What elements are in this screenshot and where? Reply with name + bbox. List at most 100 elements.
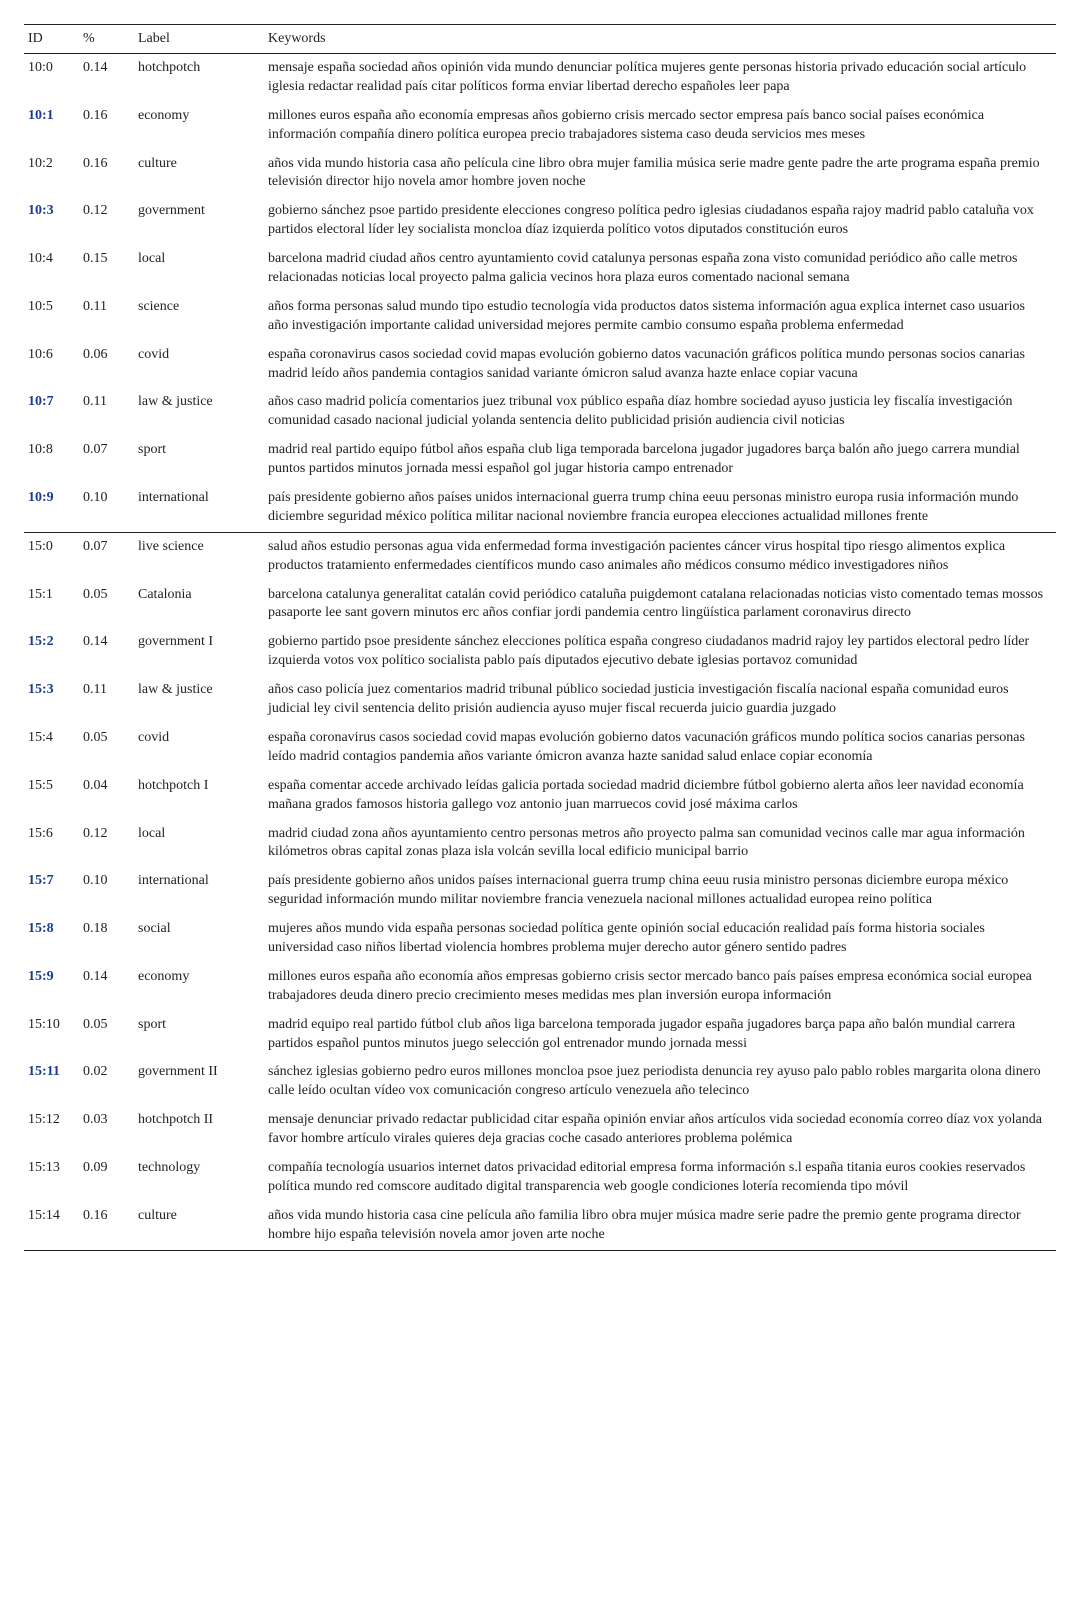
cell-id: 10:9 xyxy=(24,484,79,532)
table-row: 15:20.14government Igobierno partido pso… xyxy=(24,628,1056,676)
cell-keywords: madrid equipo real partido fútbol club a… xyxy=(264,1011,1056,1059)
cell-pct: 0.05 xyxy=(79,724,134,772)
table-row: 10:90.10internationalpaís presidente gob… xyxy=(24,484,1056,532)
cell-label: local xyxy=(134,820,264,868)
cell-id: 10:2 xyxy=(24,150,79,198)
table-row: 15:50.04hotchpotch Iespaña comentar acce… xyxy=(24,772,1056,820)
cell-label: government I xyxy=(134,628,264,676)
table-row: 10:10.16economymillones euros españa año… xyxy=(24,102,1056,150)
cell-pct: 0.02 xyxy=(79,1058,134,1106)
header-id: ID xyxy=(24,25,79,54)
cell-pct: 0.10 xyxy=(79,867,134,915)
cell-keywords: años vida mundo historia casa cine pelíc… xyxy=(264,1202,1056,1250)
cell-id: 10:1 xyxy=(24,102,79,150)
cell-label: culture xyxy=(134,1202,264,1250)
cell-id: 15:4 xyxy=(24,724,79,772)
table-row: 15:120.03hotchpotch IImensaje denunciar … xyxy=(24,1106,1056,1154)
cell-pct: 0.14 xyxy=(79,54,134,102)
cell-pct: 0.05 xyxy=(79,1011,134,1059)
cell-label: covid xyxy=(134,724,264,772)
table-row: 10:60.06covidespaña coronavirus casos so… xyxy=(24,341,1056,389)
cell-keywords: españa coronavirus casos sociedad covid … xyxy=(264,341,1056,389)
cell-id: 15:2 xyxy=(24,628,79,676)
cell-label: economy xyxy=(134,963,264,1011)
table-row: 15:70.10internationalpaís presidente gob… xyxy=(24,867,1056,915)
cell-pct: 0.04 xyxy=(79,772,134,820)
cell-keywords: millones euros españa año economía años … xyxy=(264,963,1056,1011)
table-row: 15:140.16cultureaños vida mundo historia… xyxy=(24,1202,1056,1250)
cell-keywords: años caso policía juez comentarios madri… xyxy=(264,676,1056,724)
cell-id: 15:7 xyxy=(24,867,79,915)
cell-label: sport xyxy=(134,1011,264,1059)
table-row: 15:60.12localmadrid ciudad zona años ayu… xyxy=(24,820,1056,868)
cell-keywords: país presidente gobierno años unidos paí… xyxy=(264,867,1056,915)
cell-label: government xyxy=(134,197,264,245)
cell-pct: 0.16 xyxy=(79,102,134,150)
table-row: 15:40.05covidespaña coronavirus casos so… xyxy=(24,724,1056,772)
cell-keywords: millones euros españa año economía empre… xyxy=(264,102,1056,150)
cell-id: 15:12 xyxy=(24,1106,79,1154)
table-row: 10:70.11law & justiceaños caso madrid po… xyxy=(24,388,1056,436)
cell-label: international xyxy=(134,484,264,532)
cell-keywords: salud años estudio personas agua vida en… xyxy=(264,533,1056,581)
table-row: 10:80.07sportmadrid real partido equipo … xyxy=(24,436,1056,484)
table-row: 15:30.11law & justiceaños caso policía j… xyxy=(24,676,1056,724)
cell-label: technology xyxy=(134,1154,264,1202)
cell-pct: 0.10 xyxy=(79,484,134,532)
table-row: 15:100.05sportmadrid equipo real partido… xyxy=(24,1011,1056,1059)
cell-label: live science xyxy=(134,533,264,581)
cell-id: 15:5 xyxy=(24,772,79,820)
cell-id: 10:3 xyxy=(24,197,79,245)
cell-pct: 0.16 xyxy=(79,1202,134,1250)
cell-keywords: madrid ciudad zona años ayuntamiento cen… xyxy=(264,820,1056,868)
table-row: 15:130.09technologycompañía tecnología u… xyxy=(24,1154,1056,1202)
cell-pct: 0.11 xyxy=(79,676,134,724)
cell-pct: 0.14 xyxy=(79,628,134,676)
cell-label: Catalonia xyxy=(134,581,264,629)
table-row: 10:50.11scienceaños forma personas salud… xyxy=(24,293,1056,341)
cell-keywords: años caso madrid policía comentarios jue… xyxy=(264,388,1056,436)
table-row: 15:10.05Cataloniabarcelona catalunya gen… xyxy=(24,581,1056,629)
cell-pct: 0.09 xyxy=(79,1154,134,1202)
cell-id: 10:8 xyxy=(24,436,79,484)
cell-pct: 0.07 xyxy=(79,436,134,484)
cell-id: 15:10 xyxy=(24,1011,79,1059)
table-row: 10:40.15localbarcelona madrid ciudad año… xyxy=(24,245,1056,293)
cell-keywords: país presidente gobierno años países uni… xyxy=(264,484,1056,532)
cell-keywords: años forma personas salud mundo tipo est… xyxy=(264,293,1056,341)
cell-keywords: madrid real partido equipo fútbol años e… xyxy=(264,436,1056,484)
cell-id: 15:6 xyxy=(24,820,79,868)
table-row: 10:30.12governmentgobierno sánchez psoe … xyxy=(24,197,1056,245)
cell-label: hotchpotch I xyxy=(134,772,264,820)
cell-label: hotchpotch II xyxy=(134,1106,264,1154)
table-row: 10:20.16cultureaños vida mundo historia … xyxy=(24,150,1056,198)
cell-pct: 0.06 xyxy=(79,341,134,389)
table-row: 15:80.18socialmujeres años mundo vida es… xyxy=(24,915,1056,963)
cell-id: 15:11 xyxy=(24,1058,79,1106)
cell-label: law & justice xyxy=(134,388,264,436)
table-end-rule xyxy=(24,1250,1056,1251)
cell-id: 10:7 xyxy=(24,388,79,436)
cell-id: 10:0 xyxy=(24,54,79,102)
cell-pct: 0.05 xyxy=(79,581,134,629)
cell-keywords: gobierno partido psoe presidente sánchez… xyxy=(264,628,1056,676)
cell-label: culture xyxy=(134,150,264,198)
cell-label: covid xyxy=(134,341,264,389)
cell-id: 10:6 xyxy=(24,341,79,389)
cell-id: 15:1 xyxy=(24,581,79,629)
topic-table: ID % Label Keywords 10:00.14hotchpotchme… xyxy=(24,24,1056,1251)
header-label: Label xyxy=(134,25,264,54)
cell-id: 10:5 xyxy=(24,293,79,341)
cell-keywords: mensaje denunciar privado redactar publi… xyxy=(264,1106,1056,1154)
cell-keywords: barcelona madrid ciudad años centro ayun… xyxy=(264,245,1056,293)
cell-pct: 0.18 xyxy=(79,915,134,963)
cell-keywords: mensaje españa sociedad años opinión vid… xyxy=(264,54,1056,102)
cell-keywords: sánchez iglesias gobierno pedro euros mi… xyxy=(264,1058,1056,1106)
cell-pct: 0.12 xyxy=(79,820,134,868)
table-row: 10:00.14hotchpotchmensaje españa socieda… xyxy=(24,54,1056,102)
cell-label: hotchpotch xyxy=(134,54,264,102)
cell-label: international xyxy=(134,867,264,915)
cell-id: 15:9 xyxy=(24,963,79,1011)
cell-pct: 0.14 xyxy=(79,963,134,1011)
cell-pct: 0.11 xyxy=(79,293,134,341)
